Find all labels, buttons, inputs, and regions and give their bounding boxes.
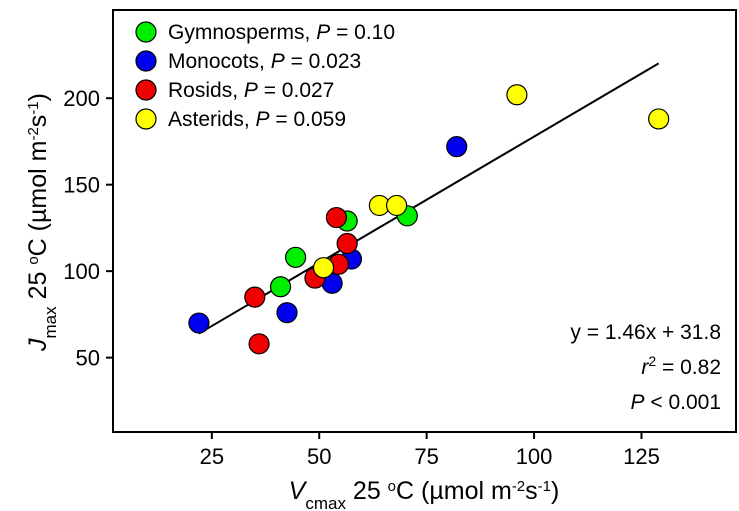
rosids-point bbox=[248, 333, 270, 355]
regression-stats: y = 1.46x + 31.8 r2 = 0.82 P < 0.001 bbox=[570, 321, 721, 414]
gymnosperms-point bbox=[269, 276, 292, 298]
p-value-text: P < 0.001 bbox=[631, 391, 722, 414]
asterids-point bbox=[385, 194, 408, 217]
legend-label-rosids: Rosids, P = 0.027 bbox=[168, 79, 334, 102]
monocots-point bbox=[276, 302, 298, 324]
y-tick-label: 200 bbox=[63, 86, 100, 111]
data-points bbox=[188, 84, 670, 355]
legend-label-asterids: Asterids, P = 0.059 bbox=[168, 108, 346, 131]
x-tick-label: 25 bbox=[200, 444, 224, 469]
legend-label-gymnosperms: Gymnosperms, P = 0.10 bbox=[168, 21, 395, 44]
y-tick-label: 100 bbox=[63, 259, 100, 284]
rosids-point bbox=[244, 286, 266, 308]
gymnosperms-point bbox=[285, 246, 307, 268]
regression-equation: y = 1.46x + 31.8 bbox=[570, 321, 721, 344]
legend-marker-gymnosperms bbox=[135, 21, 157, 43]
plot-frame bbox=[112, 9, 737, 433]
legend-marker-rosids bbox=[135, 79, 157, 101]
monocots-point bbox=[446, 136, 468, 158]
legend-marker-monocots bbox=[135, 50, 157, 72]
x-tick-label: 100 bbox=[516, 444, 553, 469]
asterids-point bbox=[648, 108, 670, 130]
rosids-point bbox=[336, 232, 358, 255]
y-axis-title: Jmax 25 oC (µmol m-2s-1) bbox=[24, 93, 60, 352]
x-axis-ticks: 25 50 75 100 125 bbox=[200, 432, 660, 469]
r-squared-text: r2 = 0.82 bbox=[641, 353, 721, 379]
y-tick-label: 150 bbox=[63, 173, 100, 198]
x-tick-label: 125 bbox=[623, 444, 660, 469]
y-axis-ticks: 50 100 150 200 bbox=[63, 86, 113, 371]
legend-label-monocots: Monocots, P = 0.023 bbox=[168, 50, 361, 73]
asterids-point bbox=[312, 257, 335, 279]
x-tick-label: 75 bbox=[414, 444, 438, 469]
y-tick-label: 50 bbox=[76, 346, 100, 371]
regression-line bbox=[198, 62, 660, 335]
rosids-point bbox=[325, 206, 348, 229]
asterids-point bbox=[506, 84, 528, 106]
legend-marker-asterids bbox=[135, 108, 157, 130]
x-tick-label: 50 bbox=[307, 444, 331, 469]
monocots-point bbox=[188, 312, 210, 334]
legend: Gymnosperms, P = 0.10 Monocots, P = 0.023… bbox=[135, 21, 395, 131]
x-axis-title: Vcmax 25 oC (µmol m-2s-1) bbox=[289, 477, 560, 511]
